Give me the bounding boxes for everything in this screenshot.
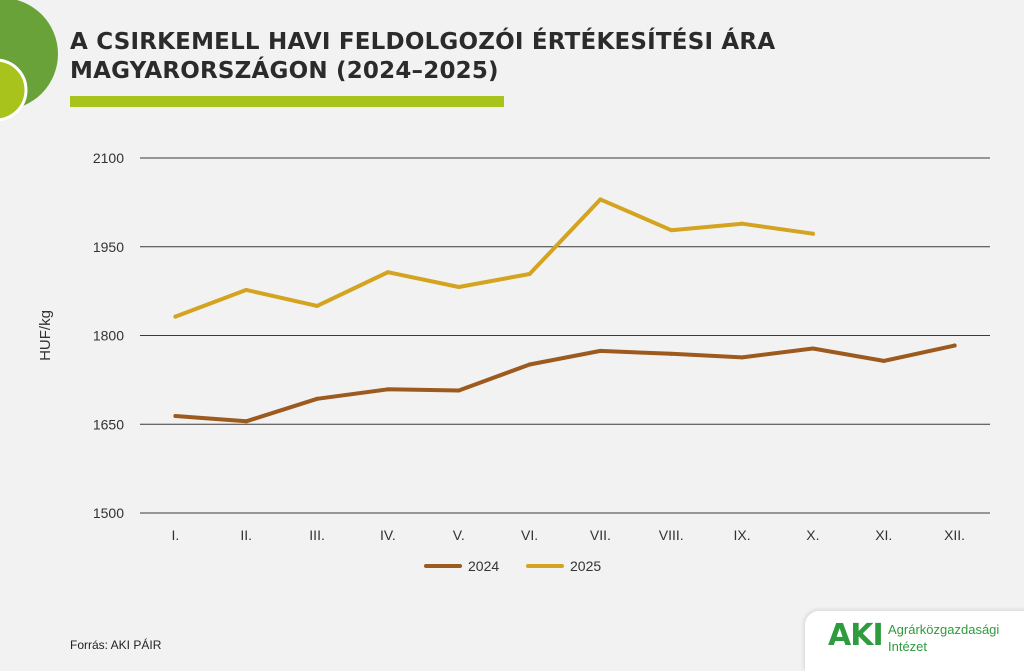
point-2024-8 [669,351,674,356]
title-underline [70,96,504,107]
point-2024-4 [385,387,390,392]
point-2025-5 [456,284,461,289]
legend-item-2024: 2024 [424,558,499,574]
point-2024-1 [173,413,178,418]
x-tick-label-10: X. [806,527,819,543]
point-2025-2 [244,287,249,292]
y-tick-label-2100: 2100 [93,150,124,166]
x-tick-label-3: III. [309,527,325,543]
y-tick-label-1950: 1950 [93,239,124,255]
point-2024-11 [881,358,886,363]
series-line-2025 [173,197,815,319]
legend-label-2024: 2024 [468,558,500,574]
point-2024-7 [598,348,603,353]
point-2024-9 [740,355,745,360]
point-2025-3 [315,303,320,308]
x-tick-label-11: XI. [875,527,892,543]
x-tick-label-6: VI. [521,527,538,543]
x-tick-label-5: V. [453,527,465,543]
point-2024-6 [527,362,532,367]
point-2025-10 [810,231,815,236]
point-2025-4 [385,270,390,275]
y-axis-label: HUF/kg [37,310,54,361]
source-note: Forrás: AKI PÁIR [70,638,162,652]
point-2024-10 [810,346,815,351]
x-tick-label-1: I. [172,527,180,543]
point-2024-5 [456,388,461,393]
logo-line-1: Agrárközgazdasági [888,622,1000,637]
legend-swatch-2025 [526,564,564,568]
point-2024-2 [244,419,249,424]
y-tick-label-1800: 1800 [93,328,124,344]
point-2024-3 [315,396,320,401]
point-2025-8 [669,228,674,233]
y-tick-label-1500: 1500 [93,505,124,521]
line-chart: 1500 1650 1800 1950 2100 I. II. III. IV. V. VI. VII… [37,150,990,543]
point-2025-9 [740,221,745,226]
legend-swatch-2024 [424,564,462,568]
x-tick-label-9: IX. [734,527,751,543]
decorative-circles [0,0,58,122]
legend-item-2025: 2025 [526,558,601,574]
logo-panel [805,611,1024,671]
logo-line-2: Intézet [888,639,928,654]
x-tick-label-4: IV. [380,527,396,543]
x-tick-label-12: XII. [944,527,965,543]
x-tick-label-8: VIII. [659,527,684,543]
point-2025-7 [598,197,603,202]
series-line-2024 [173,343,957,424]
legend-label-2025: 2025 [570,558,602,574]
legend: 2024 2025 [0,558,1024,578]
aki-logo-mark: AKI [828,618,884,653]
aki-logo-text: Agrárközgazdasági Intézet [888,621,999,655]
x-tick-label-7: VII. [590,527,611,543]
point-2024-12 [952,343,957,348]
point-2025-1 [173,314,178,319]
point-2025-6 [527,271,532,276]
x-tick-label-2: II. [240,527,252,543]
y-tick-label-1650: 1650 [93,416,124,432]
page-title: A CSIRKEMELL HAVI FELDOLGOZÓI ÉRTÉKESÍTÉ… [70,29,776,84]
